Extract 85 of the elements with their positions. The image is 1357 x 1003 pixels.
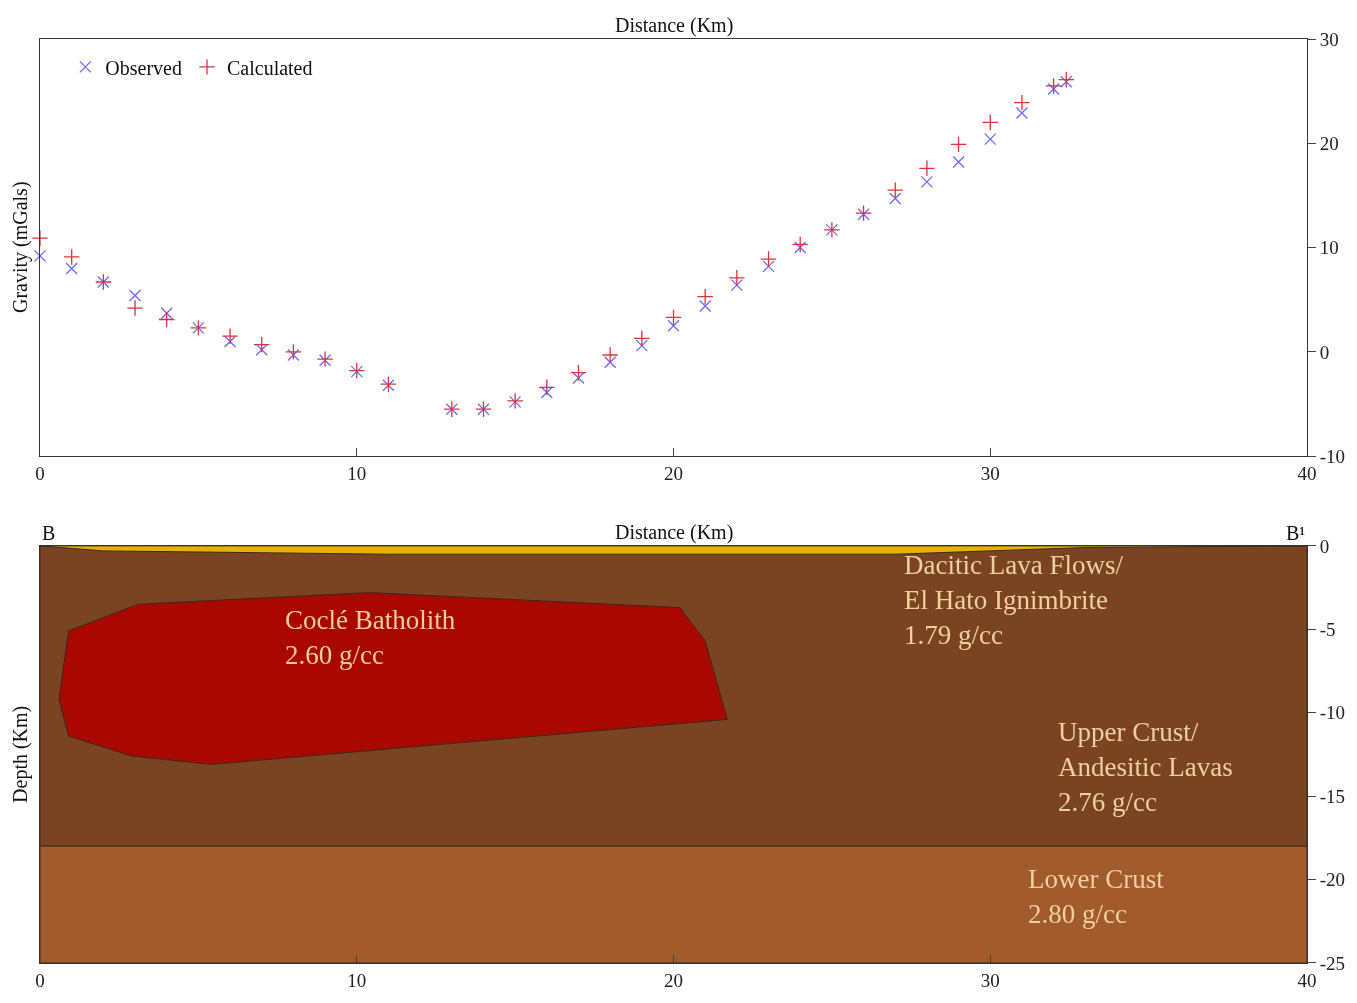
point: [1015, 106, 1029, 120]
point: [538, 378, 556, 396]
x-axis-title: Distance (Km): [615, 521, 734, 544]
y-tick-label: -10: [1319, 445, 1346, 467]
x-tick-label: 40: [1297, 462, 1317, 484]
point: [160, 307, 173, 320]
y-tick-label: -5: [1319, 618, 1336, 640]
annotation: Coclé Batholith 2.60 g/cc: [285, 605, 456, 671]
point: [762, 260, 775, 273]
point: [221, 327, 239, 345]
point: [285, 343, 302, 361]
point: [886, 181, 904, 199]
point: [1057, 71, 1075, 89]
point: [604, 356, 617, 369]
y-tick-label: -25: [1319, 952, 1346, 974]
point: [728, 269, 746, 287]
x-tick-label: 30: [980, 969, 1000, 991]
y-tick-label: -20: [1319, 869, 1346, 891]
point: [667, 319, 680, 332]
y-axis-title: Gravity (mGals): [8, 181, 32, 314]
point: [981, 114, 999, 131]
point: [287, 348, 300, 362]
y-tick-label: 30: [1319, 28, 1339, 50]
x-tick-label: 30: [980, 462, 1000, 484]
point: [665, 309, 682, 326]
point: [1013, 94, 1031, 111]
point: [760, 250, 777, 268]
point: [855, 204, 872, 222]
point: [158, 311, 176, 328]
point: [730, 278, 743, 292]
legend-label: Calculated: [226, 56, 313, 79]
point: [223, 335, 237, 348]
x-tick-label: 20: [664, 969, 683, 991]
point: [65, 262, 78, 275]
y-tick-label: 0: [1319, 341, 1330, 363]
point: [696, 288, 714, 305]
point: [889, 192, 902, 205]
point: [318, 354, 332, 367]
point: [570, 364, 587, 382]
point: [601, 346, 619, 364]
y-tick-label: 0: [1319, 535, 1330, 557]
annotation: B¹: [1286, 522, 1306, 544]
point: [699, 299, 712, 313]
point: [255, 343, 268, 356]
x-tick-label: 40: [1297, 969, 1317, 991]
x-tick-label: 0: [35, 462, 45, 484]
annotation: Lower Crust 2.80 g/cc: [1028, 864, 1165, 930]
y-tick-label: 10: [1319, 237, 1339, 259]
point: [33, 249, 47, 263]
annotation: Dacitic Lava Flows/ El Hato Ignimbrite 1.79 g/cc: [904, 550, 1124, 651]
point: [1060, 75, 1073, 88]
point: [952, 155, 965, 169]
point: [920, 175, 934, 189]
x-tick-label: 10: [347, 969, 367, 991]
point: [984, 132, 997, 146]
point: [380, 375, 397, 393]
point: [794, 241, 807, 254]
point: [540, 386, 553, 399]
point: [950, 135, 967, 153]
point: [382, 379, 395, 392]
point: [572, 371, 585, 385]
point: [1047, 82, 1060, 96]
y-tick-label: -15: [1319, 785, 1346, 807]
point: [126, 299, 144, 317]
annotation: B: [42, 522, 56, 544]
point: [253, 336, 271, 353]
point: [633, 329, 651, 347]
y-tick-label: 20: [1319, 132, 1339, 154]
x-axis-title: Distance (Km): [615, 14, 734, 37]
annotation: Upper Crust/ Andesitic Lavas 2.76 g/cc: [1058, 717, 1233, 818]
point: [128, 289, 142, 302]
legend-label: Observed: [105, 56, 182, 79]
point: [857, 208, 870, 221]
point: [316, 350, 334, 368]
point: [635, 339, 648, 352]
point: [63, 248, 81, 266]
point: [791, 236, 809, 253]
point: [918, 159, 936, 177]
point: [1045, 77, 1062, 95]
x-tick-label: 20: [664, 462, 683, 484]
y-tick-label: -10: [1319, 702, 1346, 724]
x-tick-label: 10: [347, 462, 367, 484]
y-axis-title: Depth (Km): [9, 705, 33, 803]
x-tick-label: 0: [35, 969, 45, 991]
point: [31, 229, 49, 247]
